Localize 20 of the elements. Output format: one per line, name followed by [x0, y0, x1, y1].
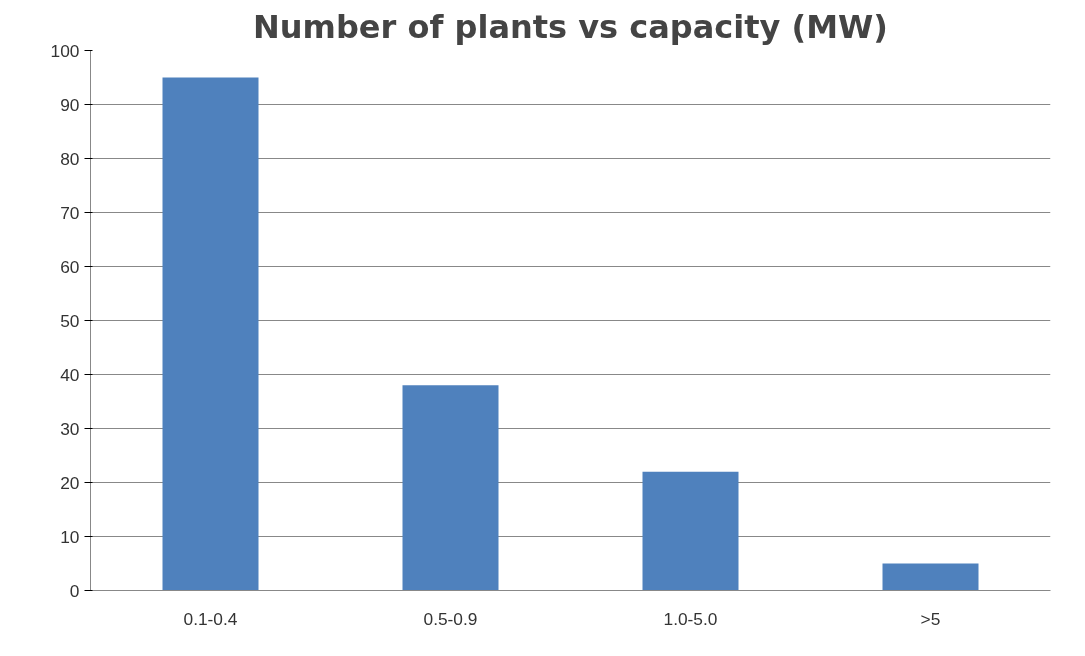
y-tick-label: 70: [60, 202, 80, 223]
x-tick-label: 0.5-0.9: [423, 608, 478, 629]
y-tick-label: 10: [60, 526, 80, 547]
y-tick-label: 90: [60, 94, 80, 115]
bar: [402, 385, 499, 591]
x-tick-label: 1.0-5.0: [663, 608, 718, 629]
y-tick-label: 40: [60, 364, 80, 385]
x-tick-label: 0.1-0.4: [183, 608, 238, 629]
y-tick-label: 0: [69, 580, 80, 601]
bar: [882, 563, 979, 591]
bar: [642, 471, 739, 591]
y-tick-label: 30: [60, 418, 80, 439]
y-tick-label: 100: [50, 40, 80, 61]
y-tick-label: 60: [60, 256, 80, 277]
y-tick-label: 50: [60, 310, 80, 331]
y-tick-label: 20: [60, 472, 80, 493]
x-tick-label: >5: [920, 608, 941, 629]
y-tick-label: 80: [60, 148, 80, 169]
bar: [162, 77, 259, 591]
chart-title: Number of plants vs capacity (MW): [253, 7, 888, 46]
